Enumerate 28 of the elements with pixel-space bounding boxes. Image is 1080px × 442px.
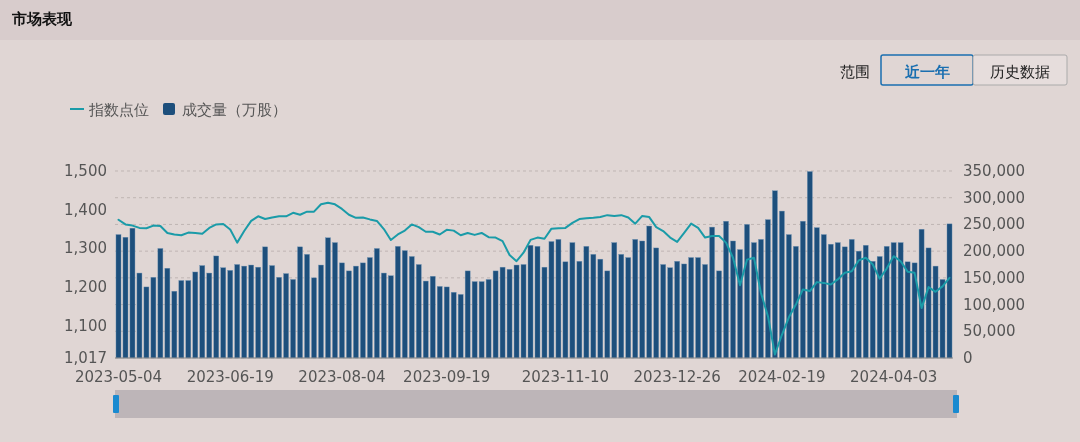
x-tick-label: 2023-12-26: [633, 368, 721, 386]
y2-tick-label: 0: [963, 349, 973, 367]
x-tick-label: 2023-06-19: [186, 368, 274, 386]
y-tick-label: 1,300: [64, 239, 107, 258]
y-tick-label: 1,400: [64, 200, 107, 219]
x-tick-label: 2024-04-03: [850, 368, 938, 386]
y-tick-label: 1,017: [64, 349, 107, 367]
y-tick-label: 1,500: [64, 162, 107, 180]
text: 近一年: [903, 63, 950, 81]
text: 范围: [840, 63, 870, 81]
x-tick-label: 2023-11-10: [521, 368, 610, 386]
x-tick-label: 2024-02-19: [738, 368, 826, 386]
x-tick-label: 2023-09-19: [403, 368, 491, 386]
x-tick-label: 2023-08-04: [298, 368, 386, 386]
legend-label: 指数点位: [88, 101, 149, 119]
title: 市场表现: [12, 10, 72, 28]
x-tick-label: 2023-05-04: [74, 368, 163, 386]
y-tick-label: 1,100: [64, 316, 107, 335]
y-tick-label: 1,200: [64, 278, 107, 297]
y2-tick-label: 250,000: [963, 215, 1026, 234]
y2-tick-label: 150,000: [963, 268, 1026, 287]
y2-tick-label: 100,000: [963, 295, 1026, 314]
legend-label: 成交量（万股）: [182, 101, 287, 119]
text: 历史数据: [990, 63, 1050, 81]
y2-tick-label: 200,000: [963, 242, 1026, 261]
y2-tick-label: 350,000: [963, 162, 1026, 180]
y2-tick-label: 50,000: [963, 322, 1016, 341]
y2-tick-label: 300,000: [963, 188, 1026, 207]
